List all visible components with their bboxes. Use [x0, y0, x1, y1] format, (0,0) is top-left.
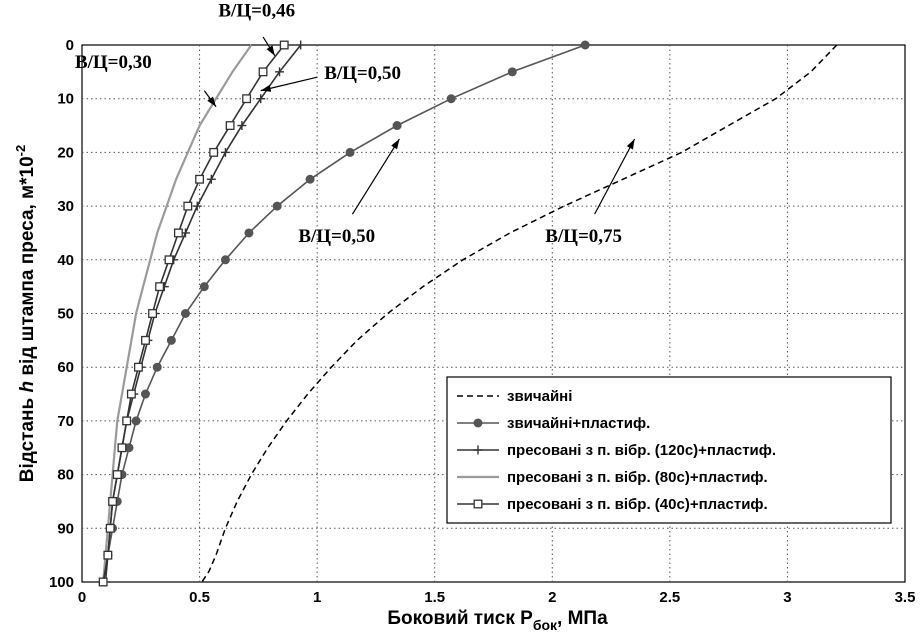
- data-point: [156, 283, 164, 291]
- data-point: [128, 390, 136, 398]
- x-tick-label: 1: [313, 589, 321, 606]
- annotation-label: В/Ц=0,50: [298, 226, 375, 247]
- data-point: [118, 444, 126, 452]
- data-point: [221, 256, 229, 264]
- data-point: [210, 149, 218, 157]
- data-point: [508, 68, 516, 76]
- data-point: [135, 363, 143, 371]
- data-point: [167, 336, 175, 344]
- data-point: [259, 68, 267, 76]
- y-tick-label: 60: [57, 359, 74, 376]
- y-tick-label: 40: [57, 252, 74, 269]
- y-tick-label: 70: [57, 413, 74, 430]
- legend: звичайні звичайні+пластиф. пресовані з п. …: [447, 377, 891, 523]
- legend-label: пресовані з п. вібр. (40с)+пластиф.: [507, 496, 768, 513]
- y-tick-label: 50: [57, 306, 74, 323]
- data-point: [200, 283, 208, 291]
- data-point: [273, 202, 281, 210]
- x-tick-label: 3: [783, 589, 791, 606]
- y-tick-label: 100: [49, 574, 74, 591]
- y-axis-label: Відстань h від штампа преса, м*10-2: [13, 145, 38, 482]
- data-point: [226, 122, 234, 130]
- data-point: [280, 41, 288, 49]
- x-tick-label: 1.5: [424, 589, 445, 606]
- annotation-label: В/Ц=0,75: [545, 226, 622, 247]
- annotation-label: В/Ц=0,30: [75, 52, 152, 73]
- data-point: [346, 148, 354, 156]
- data-point: [153, 363, 161, 371]
- y-tick-label: 30: [57, 198, 74, 215]
- data-point: [106, 525, 114, 533]
- data-point: [184, 202, 192, 210]
- data-point: [393, 122, 401, 130]
- annotation-label: В/Ц=0,50: [324, 63, 401, 84]
- data-point: [581, 41, 589, 49]
- data-point: [175, 229, 183, 237]
- x-tick-label: 3.5: [895, 589, 916, 606]
- annotation-label: В/Ц=0,46: [218, 1, 295, 22]
- x-tick-label: 0.5: [189, 589, 210, 606]
- x-tick-label: 0: [78, 589, 86, 606]
- data-point: [165, 256, 173, 264]
- data-point: [141, 390, 149, 398]
- data-point: [447, 95, 455, 103]
- data-point: [142, 337, 150, 345]
- legend-label: пресовані з п. вібр. (80с)+пластиф.: [507, 469, 768, 486]
- data-point: [104, 551, 112, 559]
- x-tick-label: 2: [548, 589, 556, 606]
- y-tick-label: 20: [57, 144, 74, 161]
- legend-label: звичайні+пластиф.: [507, 415, 650, 432]
- data-point: [109, 498, 117, 506]
- data-point: [306, 175, 314, 183]
- x-tick-label: 2.5: [659, 589, 680, 606]
- data-point: [99, 578, 107, 586]
- legend-label: звичайні: [507, 388, 572, 405]
- data-point: [181, 310, 189, 318]
- y-tick-label: 80: [57, 467, 74, 484]
- y-tick-label: 0: [66, 37, 74, 54]
- y-tick-label: 90: [57, 520, 74, 537]
- data-point: [474, 500, 482, 508]
- data-point: [113, 471, 121, 479]
- data-point: [474, 419, 482, 427]
- legend-label: пресовані з п. вібр. (120с)+пластиф.: [507, 442, 776, 459]
- data-point: [149, 310, 157, 318]
- data-point: [123, 417, 131, 425]
- data-point: [132, 417, 140, 425]
- data-point: [243, 95, 251, 103]
- y-tick-label: 10: [57, 91, 74, 108]
- data-point: [196, 175, 204, 183]
- data-point: [245, 229, 253, 237]
- x-axis-label: Боковий тиск Рбок, МПа: [387, 608, 608, 633]
